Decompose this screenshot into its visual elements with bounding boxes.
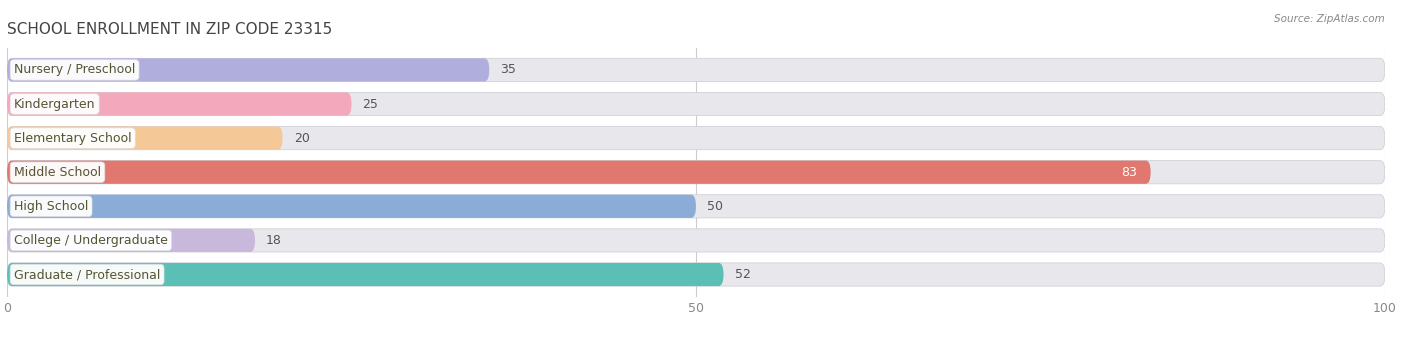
FancyBboxPatch shape (7, 263, 1385, 286)
FancyBboxPatch shape (7, 195, 696, 218)
Text: SCHOOL ENROLLMENT IN ZIP CODE 23315: SCHOOL ENROLLMENT IN ZIP CODE 23315 (7, 22, 332, 37)
FancyBboxPatch shape (7, 161, 1385, 184)
FancyBboxPatch shape (7, 263, 724, 286)
Text: 50: 50 (707, 200, 723, 213)
FancyBboxPatch shape (7, 92, 1385, 116)
FancyBboxPatch shape (7, 92, 351, 116)
FancyBboxPatch shape (7, 127, 1385, 150)
Text: Elementary School: Elementary School (14, 132, 132, 145)
Text: Nursery / Preschool: Nursery / Preschool (14, 63, 135, 76)
Text: 52: 52 (734, 268, 751, 281)
Text: 35: 35 (501, 63, 516, 76)
Text: 20: 20 (294, 132, 309, 145)
FancyBboxPatch shape (7, 161, 1150, 184)
Text: 25: 25 (363, 98, 378, 110)
Text: High School: High School (14, 200, 89, 213)
FancyBboxPatch shape (7, 195, 1385, 218)
FancyBboxPatch shape (7, 58, 489, 81)
Text: Source: ZipAtlas.com: Source: ZipAtlas.com (1274, 14, 1385, 24)
FancyBboxPatch shape (7, 229, 1385, 252)
FancyBboxPatch shape (7, 229, 254, 252)
Text: 83: 83 (1121, 166, 1137, 179)
FancyBboxPatch shape (7, 127, 283, 150)
Text: Graduate / Professional: Graduate / Professional (14, 268, 160, 281)
Text: 18: 18 (266, 234, 283, 247)
Text: Middle School: Middle School (14, 166, 101, 179)
Text: Kindergarten: Kindergarten (14, 98, 96, 110)
FancyBboxPatch shape (7, 58, 1385, 81)
Text: College / Undergraduate: College / Undergraduate (14, 234, 167, 247)
